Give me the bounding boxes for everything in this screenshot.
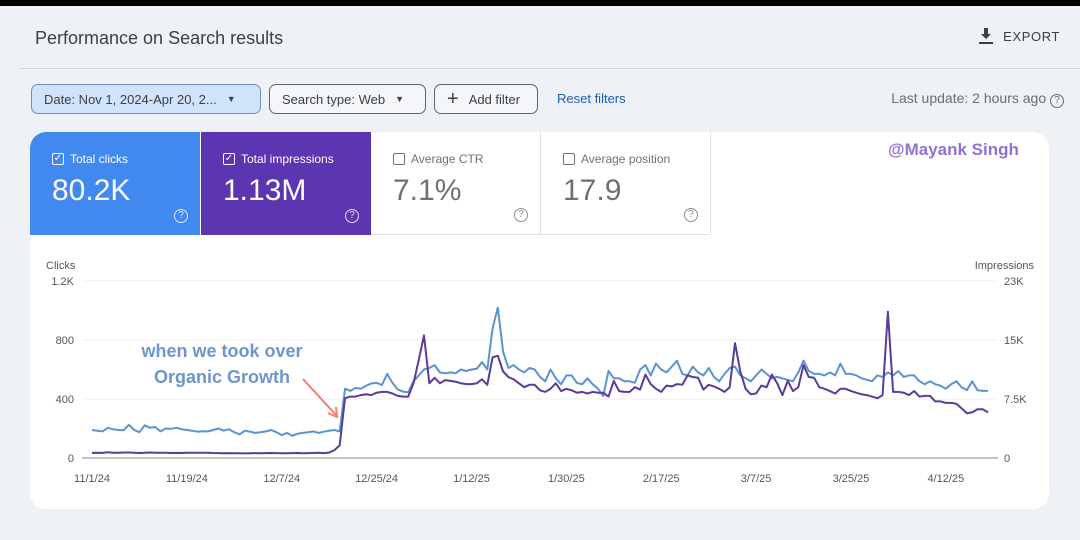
metric-label: Total impressions (241, 152, 334, 166)
checkbox-checked-icon[interactable]: ✓ (223, 153, 235, 165)
metric-value: 1.13M (223, 174, 307, 207)
annotation-arrow-icon (302, 378, 339, 419)
x-tick-label: 12/25/24 (355, 473, 398, 485)
right-tick-label: 0 (1004, 453, 1010, 465)
series-line-clicks (91, 306, 988, 437)
top-bar (0, 0, 1080, 6)
page-title: Performance on Search results (35, 28, 284, 48)
right-tick-label: 7.5K (1004, 394, 1027, 406)
right-tick-label: 23K (1004, 276, 1024, 288)
header-divider (20, 68, 1080, 69)
metric-average-position[interactable]: Average position 17.9? (541, 132, 711, 235)
x-tick-label: 2/17/25 (643, 473, 680, 485)
x-tick-label: 3/25/25 (833, 473, 870, 485)
metric-average-ctr[interactable]: Average CTR 7.1%? (371, 132, 541, 235)
last-update-text: Last update: 2 hours ago (891, 90, 1047, 106)
x-tick-label: 11/1/24 (74, 473, 110, 485)
metric-label: Average CTR (411, 152, 484, 166)
help-icon[interactable]: ? (1050, 94, 1064, 108)
caret-down-icon: ▼ (226, 94, 236, 104)
author-credit: @Mayank Singh (888, 140, 1019, 159)
last-update: Last update: 2 hours ago ? (891, 90, 1064, 108)
metric-label: Total clicks (70, 152, 129, 166)
series-line-impressions (91, 310, 989, 455)
left-tick-label: 400 (56, 394, 74, 406)
left-tick-label: 0 (68, 453, 74, 465)
checkbox-unchecked-icon[interactable] (393, 153, 405, 165)
left-tick-label: 1.2K (51, 276, 74, 288)
right-axis-label: Impressions (975, 260, 1035, 272)
metric-total-impressions[interactable]: ✓ Total impressions 1.13M? (201, 132, 371, 235)
x-tick-label: 1/12/25 (453, 473, 490, 485)
x-tick-label: 11/19/24 (166, 473, 208, 485)
right-tick-label: 15K (1004, 335, 1024, 347)
download-icon (979, 28, 994, 44)
checkbox-unchecked-icon[interactable] (563, 153, 575, 165)
x-tick-label: 12/7/24 (263, 473, 300, 485)
add-filter-label: Add filter (468, 91, 520, 107)
x-tick-label: 3/7/25 (741, 473, 772, 485)
metric-value: 17.9 (563, 174, 622, 207)
annotation-line-1: when we took over (140, 341, 302, 361)
performance-panel: ✓ Total clicks 80.2K? ✓ Total impressions 1.… (30, 132, 1049, 509)
help-icon[interactable]: ? (514, 208, 528, 222)
search-type-label: Search type: Web (282, 91, 386, 107)
metric-value: 80.2K (52, 174, 131, 207)
annotation-line-2: Organic Growth (154, 367, 290, 387)
search-type-filter[interactable]: Search type: Web ▼ (269, 84, 426, 114)
left-axis-label: Clicks (46, 260, 76, 272)
date-filter[interactable]: Date: Nov 1, 2024-Apr 20, 2... ▼ (31, 84, 261, 114)
x-tick-label: 4/12/25 (927, 473, 964, 485)
date-filter-label: Date: Nov 1, 2024-Apr 20, 2... (44, 91, 217, 107)
metric-total-clicks[interactable]: ✓ Total clicks 80.2K? (30, 132, 200, 235)
metric-label: Average position (581, 152, 671, 166)
add-filter-button[interactable]: + Add filter (434, 84, 538, 114)
left-tick-label: 800 (56, 335, 74, 347)
performance-chart: Clicks Impressions 0 0 400 7.5K 800 15K 1.2K 23… (46, 260, 1035, 485)
reset-filters-link[interactable]: Reset filters (557, 91, 626, 106)
x-tick-label: 1/30/25 (548, 473, 585, 485)
export-label: EXPORT (1003, 28, 1060, 44)
help-icon[interactable]: ? (684, 208, 698, 222)
help-icon[interactable]: ? (174, 209, 188, 223)
export-button[interactable]: EXPORT (979, 28, 1060, 44)
metric-value: 7.1% (393, 174, 462, 207)
help-icon[interactable]: ? (345, 209, 359, 223)
checkbox-checked-icon[interactable]: ✓ (52, 153, 64, 165)
caret-down-icon: ▼ (395, 94, 405, 104)
plus-icon: + (447, 87, 459, 110)
